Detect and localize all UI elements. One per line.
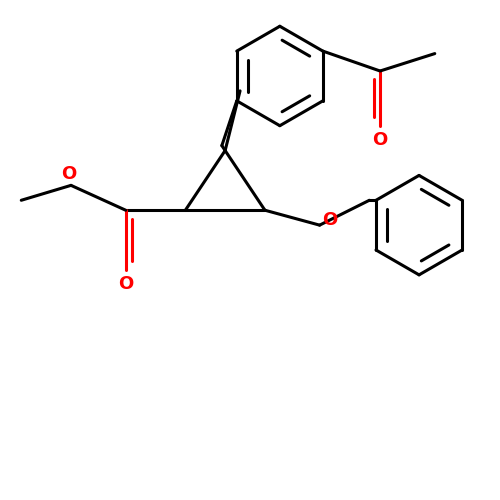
Text: O: O (118, 275, 134, 293)
Text: O: O (372, 130, 388, 148)
Text: O: O (61, 165, 76, 183)
Text: O: O (322, 211, 338, 229)
